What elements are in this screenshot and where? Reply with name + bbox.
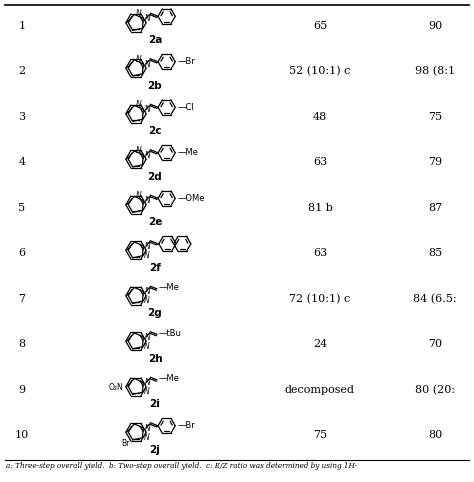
Text: N: N: [144, 342, 150, 351]
Text: 72 (10:1) c: 72 (10:1) c: [289, 294, 351, 304]
Text: 2i: 2i: [150, 399, 160, 409]
Text: 85: 85: [428, 248, 442, 258]
Text: 24: 24: [313, 339, 327, 349]
Text: 2j: 2j: [150, 444, 160, 455]
Text: 2e: 2e: [148, 217, 162, 227]
Text: N: N: [145, 287, 151, 296]
Text: 10: 10: [15, 430, 29, 440]
Text: 6: 6: [18, 248, 26, 258]
Text: —tBu: —tBu: [158, 329, 182, 338]
Text: —OMe: —OMe: [177, 194, 205, 203]
Text: N: N: [144, 251, 150, 260]
Text: Br: Br: [121, 439, 130, 447]
Text: 81 b: 81 b: [308, 203, 332, 213]
Text: N: N: [145, 333, 151, 342]
Text: N: N: [145, 106, 151, 114]
Text: 90: 90: [428, 21, 442, 31]
Text: —Me: —Me: [177, 148, 198, 157]
Text: 2h: 2h: [148, 353, 162, 363]
Text: —Cl: —Cl: [177, 103, 194, 112]
Text: 80: 80: [428, 430, 442, 440]
Text: a: Three-step overall yield.  b: Two-step overall yield.  c: E/Z ratio was deter: a: Three-step overall yield. b: Two-step…: [6, 462, 357, 470]
Text: 2d: 2d: [147, 172, 163, 182]
Text: N: N: [145, 378, 151, 388]
Text: N: N: [136, 10, 142, 18]
Text: 2a: 2a: [148, 35, 162, 45]
Text: 84 (6.5:: 84 (6.5:: [413, 294, 457, 304]
Text: 63: 63: [313, 248, 327, 258]
Text: N: N: [136, 146, 142, 155]
Text: N: N: [145, 197, 151, 205]
Text: 2c: 2c: [148, 126, 162, 136]
Text: N: N: [144, 433, 150, 442]
Text: N: N: [145, 60, 151, 69]
Text: 2: 2: [18, 66, 26, 76]
Text: 52 (10:1) c: 52 (10:1) c: [289, 66, 351, 77]
Text: 75: 75: [313, 430, 327, 440]
Text: 63: 63: [313, 157, 327, 167]
Text: N: N: [136, 100, 142, 109]
Text: 2f: 2f: [149, 263, 161, 272]
Text: 87: 87: [428, 203, 442, 213]
Text: N: N: [144, 296, 150, 305]
Text: 2g: 2g: [147, 308, 163, 318]
Text: N: N: [136, 55, 142, 64]
Text: N: N: [136, 191, 142, 201]
Text: 75: 75: [428, 112, 442, 122]
Text: 65: 65: [313, 21, 327, 31]
Text: N: N: [145, 242, 151, 251]
Text: N: N: [144, 388, 150, 396]
Text: 3: 3: [18, 112, 26, 122]
Text: N: N: [145, 424, 151, 433]
Text: 79: 79: [428, 157, 442, 167]
Text: 70: 70: [428, 339, 442, 349]
Text: 9: 9: [18, 385, 26, 395]
Text: 48: 48: [313, 112, 327, 122]
Text: —Me: —Me: [158, 283, 179, 292]
Text: 4: 4: [18, 157, 26, 167]
Text: 98 (8:1: 98 (8:1: [415, 66, 455, 77]
Text: N: N: [145, 14, 151, 24]
Text: —Me: —Me: [158, 374, 179, 383]
Text: O₂N: O₂N: [109, 383, 124, 392]
Text: —Br: —Br: [177, 421, 195, 430]
Text: decomposed: decomposed: [285, 385, 355, 395]
Text: 8: 8: [18, 339, 26, 349]
Text: 1: 1: [18, 21, 26, 31]
Text: 7: 7: [18, 294, 26, 304]
Text: N: N: [145, 151, 151, 160]
Text: —Br: —Br: [177, 57, 195, 67]
Text: 80 (20:: 80 (20:: [415, 385, 455, 395]
Text: 2b: 2b: [147, 80, 163, 91]
Text: 5: 5: [18, 203, 26, 213]
